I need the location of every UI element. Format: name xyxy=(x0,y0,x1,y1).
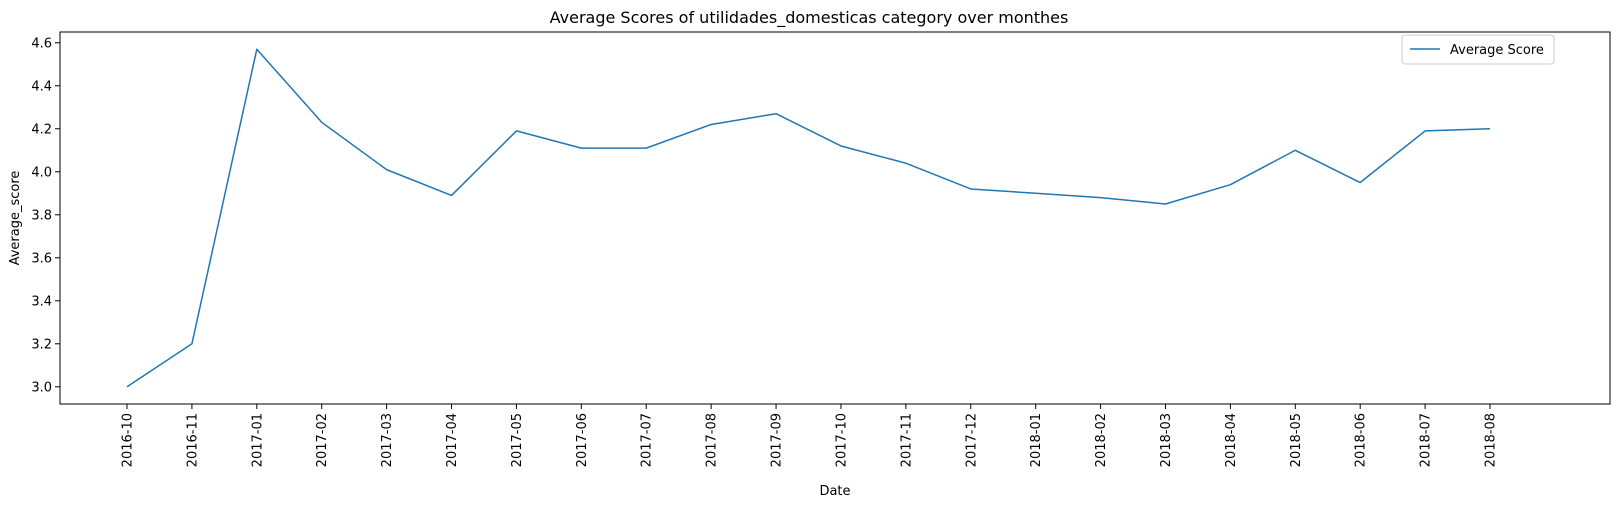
x-tick-label: 2017-04 xyxy=(445,413,460,467)
x-tick-label: 2018-01 xyxy=(1029,413,1044,467)
y-axis: 3.0 3.2 3.4 3.6 3.8 4.0 4.2 4.4 4.6 xyxy=(31,36,60,395)
y-axis-label: Average_score xyxy=(8,171,23,266)
x-tick-label: 2017-03 xyxy=(380,413,395,467)
chart-title: Average Scores of utilidades_domesticas … xyxy=(550,8,1069,28)
legend: Average Score xyxy=(1401,34,1555,65)
y-tick-label: 4.0 xyxy=(31,165,52,180)
x-tick-label: 2018-08 xyxy=(1484,413,1499,467)
series-line-average-score xyxy=(126,48,1491,388)
x-tick-label: 2018-06 xyxy=(1354,413,1369,467)
x-tick-label: 2017-11 xyxy=(899,413,914,467)
y-tick-label: 3.2 xyxy=(31,337,52,352)
x-tick-label: 2017-01 xyxy=(250,413,265,467)
y-tick-label: 4.4 xyxy=(31,79,52,94)
x-tick-label: 2018-02 xyxy=(1094,413,1109,467)
x-tick-label: 2017-06 xyxy=(575,413,590,467)
x-tick-label: 2018-05 xyxy=(1289,413,1304,467)
x-tick-label: 2016-11 xyxy=(185,413,200,467)
y-tick-label: 3.6 xyxy=(31,251,52,266)
x-axis: 2016-10 2016-11 2017-01 2017-02 2017-03 2017-… xyxy=(121,404,1499,467)
x-tick-label: 2018-03 xyxy=(1159,413,1174,467)
x-tick-label: 2017-09 xyxy=(770,413,785,467)
legend-box xyxy=(1401,34,1555,65)
x-tick-label: 2017-07 xyxy=(640,413,655,467)
x-tick-label: 2017-02 xyxy=(315,413,330,467)
x-tick-label: 2017-10 xyxy=(834,413,849,467)
x-tick-label: 2017-12 xyxy=(964,413,979,467)
y-tick-label: 3.0 xyxy=(31,380,52,395)
x-tick-label: 2016-10 xyxy=(121,413,136,467)
x-axis-label: Date xyxy=(819,484,850,499)
x-tick-label: 2018-04 xyxy=(1224,413,1239,467)
y-tick-label: 3.4 xyxy=(31,294,52,309)
plot-frame xyxy=(59,31,1611,405)
x-tick-label: 2018-07 xyxy=(1419,413,1434,467)
legend-label: Average Score xyxy=(1450,43,1544,58)
y-tick-label: 4.2 xyxy=(31,122,52,137)
x-tick-label: 2017-08 xyxy=(705,413,720,467)
x-tick-label: 2017-05 xyxy=(510,413,525,467)
y-tick-label: 3.8 xyxy=(31,208,52,223)
y-tick-label: 4.6 xyxy=(31,36,52,51)
